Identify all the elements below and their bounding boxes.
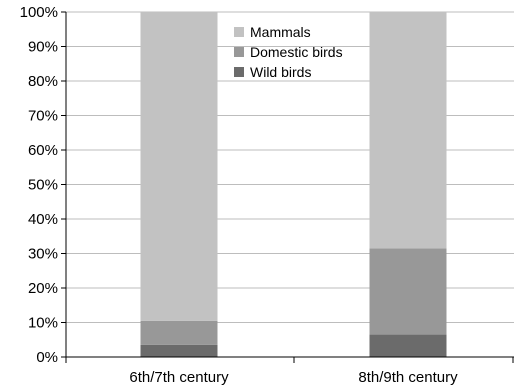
x-tick-label: 8th/9th century (358, 369, 458, 386)
y-tick-label: 100% (20, 4, 58, 21)
y-axis-tick-labels: 0% 10% 20% 30% 40% 50% 60% 70% 80% 90% 100% (20, 4, 58, 366)
legend-swatch (234, 47, 244, 57)
legend-label: Domestic birds (250, 44, 343, 60)
y-tick-label: 90% (28, 39, 58, 56)
bar-segment-domestic-birds (140, 320, 218, 345)
bar-segment-mammals (369, 12, 447, 249)
y-tick-label: 30% (28, 246, 58, 263)
bar-segment-wild-birds (140, 344, 218, 357)
y-tick-label: 50% (28, 177, 58, 194)
legend-label: Wild birds (250, 64, 311, 80)
legend: Mammals Domestic birds Wild birds (234, 24, 343, 80)
bar-segment-domestic-birds (369, 248, 447, 335)
y-tick-label: 10% (28, 315, 58, 332)
bars (140, 12, 447, 357)
legend-swatch (234, 67, 244, 77)
y-tick-label: 40% (28, 211, 58, 228)
x-axis-tick-labels: 6th/7th century 8th/9th century (129, 369, 458, 386)
bar-segment-wild-birds (369, 334, 447, 357)
x-tick-label: 6th/7th century (129, 369, 229, 386)
y-tick-label: 0% (36, 349, 58, 366)
axes (61, 11, 514, 363)
y-tick-label: 80% (28, 73, 58, 90)
legend-swatch (234, 27, 244, 37)
y-tick-label: 60% (28, 142, 58, 159)
y-tick-label: 70% (28, 108, 58, 125)
legend-label: Mammals (250, 24, 311, 40)
bar-segment-mammals (140, 12, 218, 321)
y-tick-label: 20% (28, 280, 58, 297)
